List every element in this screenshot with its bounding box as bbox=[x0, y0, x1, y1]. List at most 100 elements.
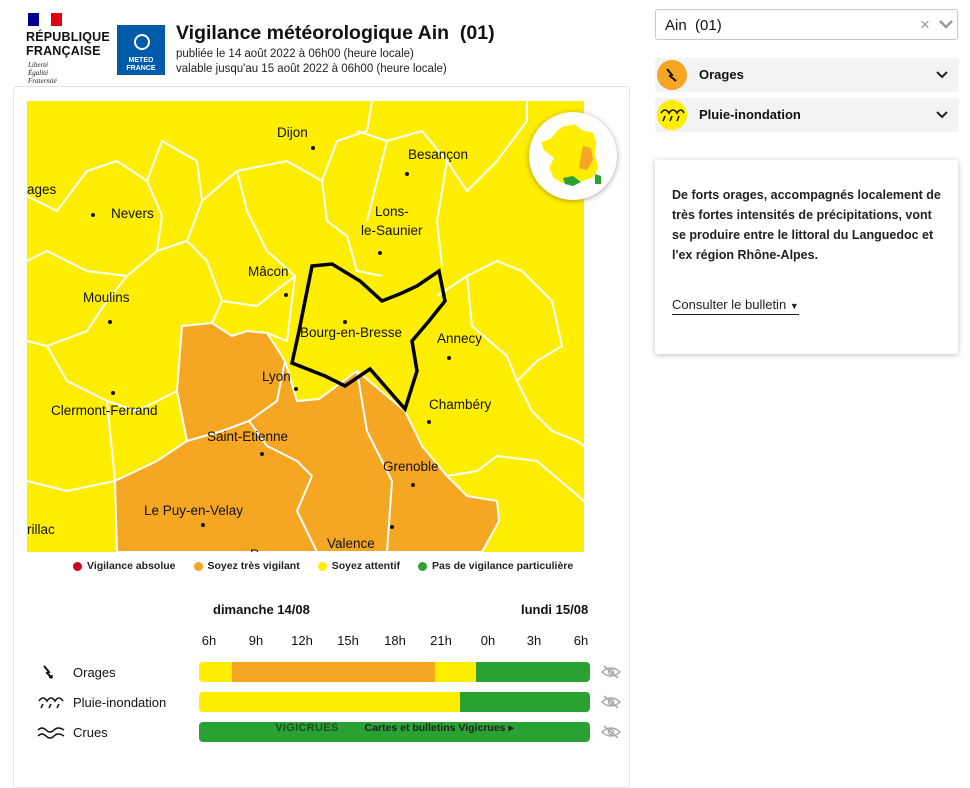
publication-info: publiée le 14 août 2022 à 06h00 (heure l… bbox=[176, 47, 447, 77]
accordion-orages[interactable]: Orages bbox=[655, 58, 959, 92]
french-flag-icon bbox=[28, 13, 62, 26]
waves-icon bbox=[37, 727, 65, 739]
legend-item-orange: Soyez très vigilant bbox=[193, 560, 300, 572]
day-monday-label: lundi 15/08 bbox=[521, 602, 589, 617]
chevron-down-icon[interactable] bbox=[935, 69, 949, 81]
vigicrues-bar[interactable]: VIGICRUES Cartes et bulletins Vigicrues … bbox=[199, 722, 590, 742]
city-bourg-en-bresse: Bourg-en-Bresse bbox=[300, 325, 402, 340]
city-dijon: Dijon bbox=[277, 125, 308, 140]
hour-tick-label: 15h bbox=[337, 633, 359, 648]
hour-tick-label: 18h bbox=[384, 633, 406, 648]
timeline-segment bbox=[231, 662, 436, 682]
department-select-value: Ain (01) bbox=[665, 17, 722, 34]
day-sunday-label: dimanche 14/08 bbox=[213, 602, 310, 617]
rain-icon bbox=[38, 697, 64, 709]
city-annecy: Annecy bbox=[437, 331, 482, 346]
vigicrues-link[interactable]: Cartes et bulletins Vigicrues ▸ bbox=[364, 722, 514, 734]
row-label-crues: Crues bbox=[73, 725, 108, 740]
motto-egalite: Égalité bbox=[28, 69, 49, 77]
city-besancon: Besançon bbox=[408, 147, 468, 162]
city-cut-privas: P bbox=[250, 547, 259, 552]
timeline-segment bbox=[199, 692, 460, 712]
eye-slash-icon[interactable] bbox=[600, 725, 622, 739]
legend-label-orange: Soyez très vigilant bbox=[207, 560, 300, 572]
hour-tick-label: 3h bbox=[526, 633, 542, 648]
city-lons-1: Lons- bbox=[375, 204, 409, 219]
timeline-bar-pluie-inondation[interactable] bbox=[199, 692, 590, 712]
chevron-down-icon[interactable] bbox=[938, 17, 954, 31]
city-lyon: Lyon bbox=[262, 369, 291, 384]
legend-item-green: Pas de vigilance particulière bbox=[417, 560, 574, 572]
hour-tick-label: 9h bbox=[248, 633, 264, 648]
vigilance-map-svg[interactable]: Dijon Besançon ages Nevers Lons- le-Saun… bbox=[27, 101, 584, 552]
bulletin-card: De forts orages, accompagnés localement … bbox=[655, 160, 958, 354]
city-dots bbox=[91, 146, 451, 529]
timeline-segment bbox=[459, 692, 590, 712]
republique-line2: FRANÇAISE bbox=[26, 44, 101, 58]
vigicrues-logo: VIGICRUES bbox=[275, 722, 339, 734]
motto-liberte: Liberté bbox=[28, 61, 49, 69]
city-grenoble: Grenoble bbox=[383, 459, 439, 474]
eye-slash-icon[interactable] bbox=[600, 665, 622, 679]
city-lons-2: le-Saunier bbox=[361, 223, 423, 238]
city-cut-left: ages bbox=[27, 182, 57, 197]
timeline-bar-orages[interactable] bbox=[199, 662, 590, 682]
timeline-segment bbox=[199, 662, 232, 682]
map-department-borders bbox=[27, 101, 584, 552]
meteo-france-ring-icon bbox=[134, 34, 150, 50]
chevron-down-icon[interactable] bbox=[935, 109, 949, 121]
legend-dot-orange bbox=[193, 561, 203, 571]
legend-item-red: Vigilance absolue bbox=[73, 560, 176, 572]
map-legend: Vigilance absolue Soyez très vigilant So… bbox=[73, 560, 573, 572]
city-saint-etienne: Saint-Etienne bbox=[207, 429, 288, 444]
accordion-pluie-inondation[interactable]: Pluie-inondation bbox=[655, 98, 959, 132]
valid-until-date: valable jusqu'au 15 août 2022 à 06h00 (h… bbox=[176, 63, 447, 75]
accordion-orages-label: Orages bbox=[699, 67, 744, 82]
row-label-pluie-inondation: Pluie-inondation bbox=[73, 695, 167, 710]
legend-dot-green bbox=[417, 561, 427, 571]
city-chambery: Chambéry bbox=[429, 397, 492, 412]
republique-francaise-logo: RÉPUBLIQUE FRANÇAISE bbox=[26, 30, 110, 58]
legend-label-red: Vigilance absolue bbox=[87, 560, 176, 572]
timeline-segment bbox=[435, 662, 476, 682]
city-moulins: Moulins bbox=[83, 290, 130, 305]
department-select[interactable]: Ain (01) × bbox=[655, 9, 958, 40]
caret-down-icon: ▼ bbox=[789, 301, 799, 311]
city-nevers: Nevers bbox=[111, 206, 154, 221]
ain-department-outline[interactable] bbox=[289, 262, 447, 413]
rain-icon bbox=[657, 100, 687, 130]
map-zone-orange[interactable] bbox=[113, 321, 501, 552]
legend-dot-yellow bbox=[317, 561, 327, 571]
city-cut-aurillac: rillac bbox=[27, 522, 55, 537]
city-valence: Valence bbox=[327, 536, 375, 551]
republique-line1: RÉPUBLIQUE bbox=[26, 30, 110, 44]
city-clermont-ferrand: Clermont-Ferrand bbox=[51, 403, 158, 418]
timeline-segment bbox=[475, 662, 590, 682]
legend-item-yellow: Soyez attentif bbox=[317, 560, 400, 572]
hour-tick-label: 21h bbox=[430, 633, 452, 648]
legend-label-yellow: Soyez attentif bbox=[331, 560, 400, 572]
legend-label-green: Pas de vigilance particulière bbox=[431, 560, 574, 572]
lightning-icon bbox=[657, 60, 687, 90]
consult-bulletin-link[interactable]: Consulter le bulletin ▼ bbox=[672, 297, 799, 315]
meteo-france-logo[interactable]: METEO FRANCE bbox=[117, 25, 165, 75]
city-macon: Mâcon bbox=[248, 264, 289, 279]
vigilance-map[interactable]: Dijon Besançon ages Nevers Lons- le-Saun… bbox=[27, 101, 584, 552]
hour-tick-label: 0h bbox=[480, 633, 496, 648]
clear-icon[interactable]: × bbox=[920, 15, 930, 34]
france-map-icon bbox=[540, 123, 601, 186]
vigicrues-content: VIGICRUES Cartes et bulletins Vigicrues … bbox=[199, 722, 590, 742]
france-inset-map-button[interactable] bbox=[529, 112, 617, 200]
published-date: publiée le 14 août 2022 à 06h00 (heure l… bbox=[176, 48, 414, 60]
lightning-icon bbox=[43, 665, 53, 679]
eye-slash-icon[interactable] bbox=[600, 695, 622, 709]
hour-tick-label: 12h bbox=[291, 633, 313, 648]
bulletin-text: De forts orages, accompagnés localement … bbox=[672, 188, 941, 262]
city-le-puy-en-velay: Le Puy-en-Velay bbox=[144, 503, 243, 518]
meteo-line1: METEO bbox=[128, 57, 154, 64]
hour-tick-label: 6h bbox=[573, 633, 589, 648]
republic-motto: Liberté Égalité Fraternité bbox=[28, 61, 57, 85]
row-label-orages: Orages bbox=[73, 665, 116, 680]
hour-tick-label: 6h bbox=[201, 633, 217, 648]
accordion-pluie-inondation-label: Pluie-inondation bbox=[699, 107, 801, 122]
